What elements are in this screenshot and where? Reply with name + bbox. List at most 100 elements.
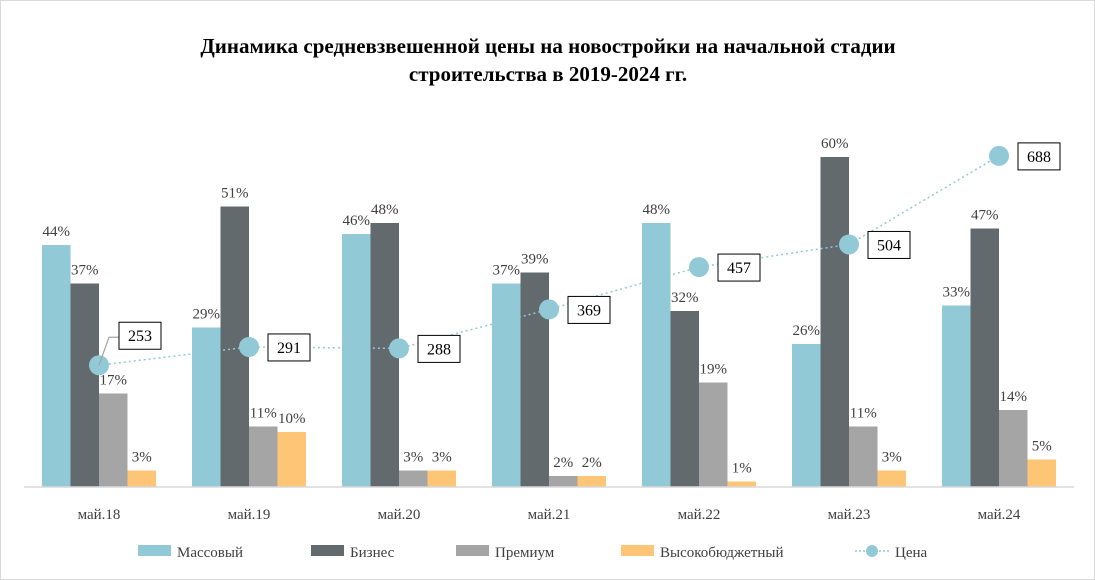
bar-Массовый-май.21: [492, 283, 521, 487]
x-tick-label: май.22: [678, 507, 721, 523]
data-label: 2%: [582, 455, 602, 471]
bar-Премиум-май.18: [99, 393, 128, 487]
legend-item-Массовый: Массовый: [138, 545, 243, 561]
data-label: 1%: [732, 461, 752, 477]
bar-Массовый-май.20: [342, 234, 371, 487]
data-label: 33%: [943, 285, 971, 301]
price-point: [689, 257, 709, 278]
price-label: 288: [427, 341, 451, 358]
price-point: [239, 336, 259, 357]
legend-item-Высокобюджетный: Высокобюджетный: [621, 545, 784, 561]
legend-label: Цена: [895, 545, 928, 561]
x-tick-label: май.24: [978, 507, 1021, 523]
x-tick-label: май.20: [378, 507, 421, 523]
data-label: 3%: [403, 450, 423, 466]
legend-label: Бизнес: [350, 545, 395, 561]
price-label-box: [118, 321, 162, 350]
bar-Бизнес-май.24: [970, 228, 999, 487]
legend-item-Премиум: Премиум: [456, 545, 555, 561]
data-label: 3%: [432, 450, 452, 466]
price-label-box: [717, 253, 761, 282]
leader-line: [98, 336, 119, 366]
data-label: 44%: [43, 224, 71, 240]
price-label: 253: [128, 328, 152, 345]
data-label: 3%: [882, 450, 902, 466]
price-label-box: [567, 295, 611, 324]
x-tick-label: май.19: [228, 507, 271, 523]
price-label-box: [1017, 142, 1061, 171]
data-label: 17%: [100, 373, 128, 389]
bar-Массовый-май.18: [42, 245, 71, 487]
bar-Высокобюджетный-май.24: [1027, 459, 1056, 487]
legend-item-Цена: Цена: [855, 545, 928, 561]
bar-Премиум-май.22: [699, 382, 728, 487]
data-label: 48%: [371, 202, 399, 218]
legend-swatch: [456, 545, 489, 556]
price-label: 369: [577, 302, 601, 319]
chart-title-line-1: Динамика средневзвешенной цены на новост…: [200, 34, 895, 58]
bar-Премиум-май.21: [549, 476, 578, 487]
data-label: 2%: [553, 455, 573, 471]
data-label: 19%: [700, 362, 728, 378]
x-tick-label: май.23: [828, 507, 871, 523]
bar-Высокобюджетный-май.23: [877, 470, 906, 487]
bar-Высокобюджетный-май.22: [727, 481, 756, 487]
x-tick-label: май.21: [528, 507, 571, 523]
legend-swatch: [138, 545, 171, 556]
legend-label: Высокобюджетный: [660, 545, 784, 561]
legend-label: Премиум: [495, 545, 555, 561]
bar-Высокобюджетный-май.19: [277, 432, 306, 487]
price-point: [539, 299, 559, 320]
legend-swatch: [621, 545, 654, 556]
bar-Бизнес-май.18: [70, 283, 99, 487]
price-point: [839, 234, 859, 255]
data-label: 3%: [132, 450, 152, 466]
bar-Премиум-май.24: [999, 410, 1028, 487]
legend-swatch: [311, 545, 344, 556]
data-label: 60%: [821, 136, 849, 152]
legend-marker: [866, 545, 878, 557]
bar-Высокобюджетный-май.20: [427, 470, 456, 487]
data-label: 39%: [521, 252, 549, 268]
data-label: 47%: [971, 208, 999, 224]
data-label: 51%: [221, 186, 249, 202]
legend-item-Бизнес: Бизнес: [311, 545, 395, 561]
bar-Массовый-май.23: [792, 344, 821, 487]
price-point: [989, 145, 1009, 166]
bar-Премиум-май.20: [399, 470, 428, 487]
bar-Массовый-май.22: [642, 223, 671, 487]
price-point: [389, 338, 409, 359]
data-label: 5%: [1032, 439, 1052, 455]
price-label: 291: [277, 340, 301, 357]
bar-Премиум-май.19: [249, 426, 278, 487]
data-label: 11%: [250, 406, 277, 422]
data-label: 37%: [493, 263, 521, 279]
data-label: 29%: [193, 307, 221, 323]
bar-Высокобюджетный-май.21: [577, 476, 606, 487]
data-label: 26%: [793, 323, 821, 339]
data-label: 10%: [278, 411, 306, 427]
data-label: 11%: [850, 406, 877, 422]
data-label: 46%: [343, 213, 371, 229]
x-tick-label: май.18: [78, 507, 121, 523]
price-label-box: [267, 333, 311, 362]
price-label: 457: [727, 260, 751, 277]
chart-title-line-2: строительства в 2019-2024 гг.: [409, 62, 687, 86]
price-label: 504: [877, 237, 901, 254]
price-label-box: [417, 334, 461, 363]
bar-Бизнес-май.23: [820, 157, 849, 487]
bar-Массовый-май.19: [192, 327, 221, 487]
data-label: 14%: [1000, 389, 1028, 405]
legend-label: Массовый: [177, 545, 243, 561]
price-label: 688: [1027, 149, 1051, 166]
bar-Бизнес-май.22: [670, 311, 699, 487]
data-label: 48%: [643, 202, 671, 218]
bar-Премиум-май.23: [849, 426, 878, 487]
price-label-box: [867, 230, 911, 259]
data-label: 37%: [71, 263, 99, 279]
bar-Высокобюджетный-май.18: [127, 470, 156, 487]
data-label: 32%: [671, 290, 699, 306]
bar-Массовый-май.24: [942, 305, 971, 487]
